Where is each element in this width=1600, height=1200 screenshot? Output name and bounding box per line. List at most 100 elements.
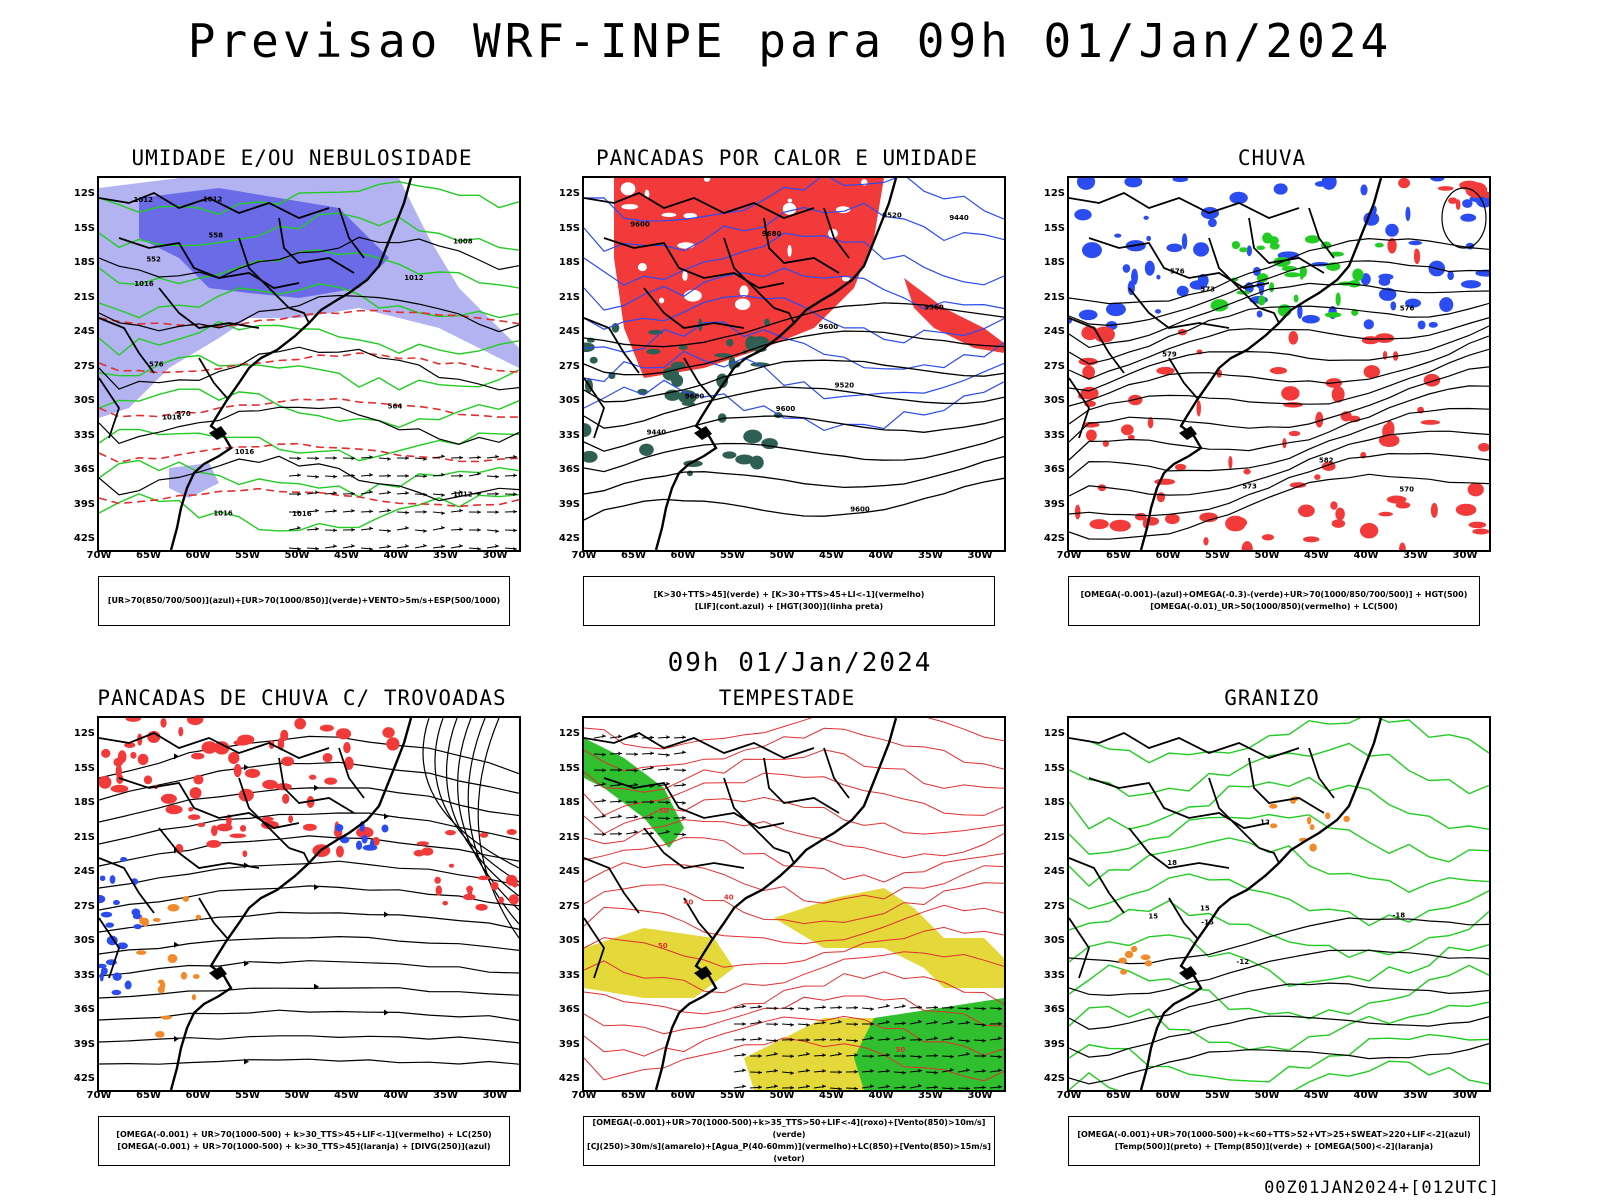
wind-vector [432, 525, 445, 531]
wind-vector [504, 547, 517, 550]
field-patch [229, 833, 247, 838]
contour-line [584, 359, 1004, 403]
wind-vector [925, 1005, 939, 1010]
wind-vector [909, 1083, 922, 1089]
field-patch [1331, 386, 1345, 403]
contour-line [99, 249, 519, 289]
wind-vector [861, 1007, 874, 1012]
contour-label: 18 [1167, 859, 1177, 867]
field-patch [1304, 235, 1320, 244]
latitude-tick-label: 18S [558, 257, 580, 268]
field-patch [228, 751, 240, 764]
lagoon [694, 426, 712, 440]
wind-vector [877, 1003, 890, 1009]
field-patch [133, 923, 142, 930]
contour-line [584, 926, 1004, 968]
wind-vector [288, 510, 302, 515]
contour-label: 564 [388, 402, 403, 410]
field-patch [157, 985, 165, 994]
latitude-tick-label: 15S [558, 762, 580, 774]
panel-legend: [OMEGA(-0.001)-(azul)+OMEGA(-0.3)-(verde… [1068, 576, 1480, 626]
wind-vector [765, 1022, 779, 1027]
wind-vector [306, 474, 320, 479]
wind-vector [829, 1051, 842, 1057]
contour-line [584, 796, 1004, 835]
wind-vector [749, 1085, 763, 1090]
field-patch [160, 718, 167, 728]
wind-vector [733, 1004, 746, 1009]
wind-vector [396, 490, 409, 495]
longitude-tick-label: 65W [136, 550, 161, 561]
longitude-tick-label: 50W [284, 550, 310, 561]
wind-vector [641, 765, 654, 771]
field-patch [511, 880, 518, 888]
field-patch [1306, 816, 1312, 825]
forecast-map: 582 579 576 573 570 576 573 [1067, 176, 1491, 552]
wind-vector [360, 547, 373, 550]
field-patch [683, 289, 702, 302]
latitude-tick-label: 12S [558, 728, 580, 739]
field-patch [1102, 440, 1109, 447]
contour-label: 573 [1242, 483, 1257, 491]
longitude-tick-label: 30W [482, 550, 508, 561]
field-patch [1120, 969, 1128, 975]
latitude-tick-label: 18S [1043, 257, 1065, 268]
streamline [99, 835, 519, 867]
jet-area [584, 928, 734, 998]
field-patch [1197, 273, 1209, 288]
wind-vector [813, 1005, 827, 1010]
field-patch [99, 875, 106, 882]
wind-vector [306, 456, 320, 461]
wind-vector [941, 1005, 955, 1010]
wind-vector [450, 489, 463, 495]
latitude-tick-label: 30S [558, 935, 580, 946]
field-patch [1335, 292, 1341, 306]
wind-vector [941, 1019, 954, 1025]
contour-label: 570 [1399, 485, 1414, 493]
wind-vector [733, 1084, 746, 1089]
field-patch [763, 318, 770, 326]
field-patch [1124, 178, 1143, 188]
wind-vector [673, 750, 686, 755]
field-patch [111, 989, 122, 996]
field-patch [1301, 314, 1320, 324]
wind-vector [989, 1054, 1003, 1059]
wind-vector [609, 751, 623, 756]
streamline [99, 1009, 519, 1021]
contour-line [584, 995, 1004, 1035]
field-patch [244, 768, 261, 779]
wind-vector [609, 799, 623, 804]
wind-vector [414, 457, 427, 462]
field-patch [448, 863, 455, 868]
wind-vector [414, 474, 428, 479]
latitude-tick-label: 39S [558, 498, 580, 510]
contour-label: 552 [146, 255, 161, 263]
longitude-axis: 70W 65W 60W 55W 50W 45W 40W 35W 30W [1057, 1090, 1491, 1104]
wind-vector [733, 1068, 746, 1073]
latitude-tick-label: 21S [73, 831, 95, 843]
humidity-area [169, 463, 219, 498]
contour-line [99, 354, 519, 391]
country-border [238, 237, 290, 309]
field-patch [195, 914, 202, 920]
coastline [169, 718, 413, 1090]
longitude-tick-label: 30W [967, 1090, 993, 1101]
field-patch [99, 963, 107, 969]
longitude-tick-label: 50W [769, 1090, 795, 1101]
contour-label: 9680 [762, 230, 782, 238]
field-patch [1256, 310, 1263, 318]
longitude-tick-label: 30W [1452, 1090, 1478, 1101]
wind-vector [378, 544, 391, 549]
field-patch [344, 756, 354, 770]
field-patch [186, 718, 204, 726]
wind-vector [342, 473, 356, 478]
latitude-tick-label: 27S [558, 900, 580, 912]
field-patch [120, 857, 128, 862]
field-patch [1405, 298, 1422, 308]
longitude-tick-label: 70W [86, 550, 112, 561]
country-border [1069, 377, 1090, 439]
wind-vector [925, 1070, 939, 1075]
field-patch [237, 734, 255, 745]
field-patch [1448, 197, 1458, 204]
country-border [1128, 287, 1230, 329]
